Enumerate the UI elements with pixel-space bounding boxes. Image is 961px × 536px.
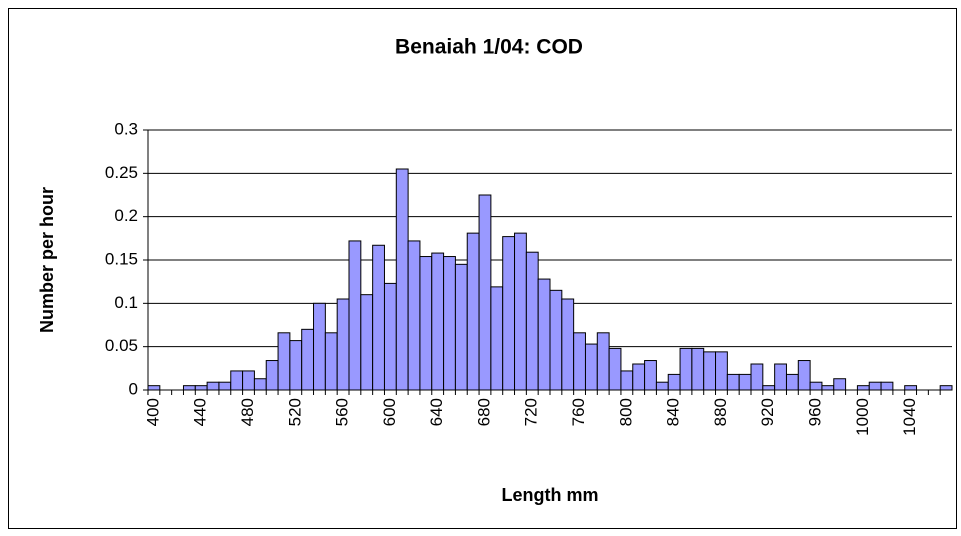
bar bbox=[466, 232, 480, 391]
bar bbox=[525, 251, 539, 391]
bar bbox=[301, 328, 315, 391]
bar bbox=[454, 263, 468, 391]
x-tick-label: 920 bbox=[758, 398, 777, 426]
bar bbox=[833, 378, 847, 391]
y-tick-label: 0.05 bbox=[105, 336, 138, 355]
bar bbox=[253, 378, 267, 391]
bar bbox=[194, 385, 208, 391]
bar bbox=[502, 236, 516, 391]
bar bbox=[549, 289, 563, 391]
bar bbox=[230, 370, 244, 391]
bar bbox=[419, 256, 433, 391]
bar bbox=[715, 351, 728, 391]
bar bbox=[431, 252, 445, 391]
bar bbox=[584, 343, 598, 391]
bar bbox=[407, 240, 421, 391]
bar bbox=[218, 381, 232, 391]
bar bbox=[265, 360, 279, 391]
y-tick-label: 0.25 bbox=[105, 163, 138, 182]
bar bbox=[655, 381, 669, 391]
bar bbox=[242, 370, 255, 391]
x-tick-label: 960 bbox=[806, 398, 825, 426]
bar bbox=[738, 373, 752, 391]
bar bbox=[904, 385, 918, 391]
bar bbox=[395, 168, 409, 391]
x-tick-label: 400 bbox=[143, 398, 162, 426]
bar bbox=[383, 282, 397, 391]
bar bbox=[478, 194, 492, 391]
bar bbox=[691, 347, 705, 391]
x-tick-label: 760 bbox=[569, 398, 588, 426]
bar bbox=[336, 298, 350, 391]
x-tick-label: 440 bbox=[191, 398, 210, 426]
bar bbox=[797, 360, 811, 391]
bar bbox=[324, 332, 338, 391]
bar bbox=[939, 385, 953, 391]
bar bbox=[632, 363, 646, 391]
x-tick-label: 1040 bbox=[900, 398, 919, 436]
y-tick-label: 0.2 bbox=[114, 206, 138, 225]
bar bbox=[868, 381, 882, 391]
bar bbox=[821, 385, 835, 391]
bar bbox=[443, 256, 456, 391]
chart-title: Benaiah 1/04: COD bbox=[395, 36, 583, 59]
bar bbox=[514, 232, 527, 391]
bar bbox=[679, 347, 693, 391]
bar bbox=[703, 351, 717, 391]
bar bbox=[313, 302, 326, 391]
y-tick-label: 0.1 bbox=[114, 293, 138, 312]
y-tick-label: 0.3 bbox=[114, 119, 138, 138]
bar bbox=[856, 385, 870, 391]
bar bbox=[762, 385, 776, 391]
x-tick-label: 720 bbox=[522, 398, 541, 426]
bar bbox=[750, 363, 764, 391]
bar bbox=[206, 381, 220, 391]
bar bbox=[620, 370, 634, 391]
bar bbox=[785, 373, 799, 391]
bar bbox=[348, 240, 362, 391]
bar bbox=[537, 278, 551, 391]
bar bbox=[490, 286, 504, 391]
bar bbox=[608, 347, 622, 391]
x-tick-label: 600 bbox=[380, 398, 399, 426]
bar bbox=[147, 385, 161, 391]
bar bbox=[880, 381, 894, 391]
bar bbox=[809, 381, 823, 391]
bar bbox=[372, 244, 385, 391]
x-tick-label: 800 bbox=[616, 398, 635, 426]
y-axis-label: Number per hour bbox=[37, 187, 57, 333]
bar bbox=[289, 340, 303, 391]
x-tick-label: 680 bbox=[474, 398, 493, 426]
bar bbox=[596, 332, 610, 391]
bar bbox=[774, 363, 787, 391]
bar bbox=[726, 373, 740, 391]
x-tick-label: 520 bbox=[285, 398, 304, 426]
x-tick-label: 640 bbox=[427, 398, 446, 426]
x-tick-label: 560 bbox=[333, 398, 352, 426]
y-tick-label: 0.15 bbox=[105, 249, 138, 268]
bar bbox=[561, 298, 575, 391]
y-tick-label: 0 bbox=[129, 379, 138, 398]
x-tick-label: 880 bbox=[711, 398, 730, 426]
bar bbox=[644, 360, 657, 391]
bar bbox=[182, 385, 196, 391]
bar bbox=[667, 373, 681, 391]
bar bbox=[573, 332, 586, 391]
x-axis-label: Length mm bbox=[502, 485, 599, 505]
x-tick-label: 480 bbox=[238, 398, 257, 426]
x-tick-label: 840 bbox=[664, 398, 683, 426]
bar bbox=[277, 332, 291, 391]
bar bbox=[360, 294, 374, 391]
x-tick-label: 1000 bbox=[853, 398, 872, 436]
